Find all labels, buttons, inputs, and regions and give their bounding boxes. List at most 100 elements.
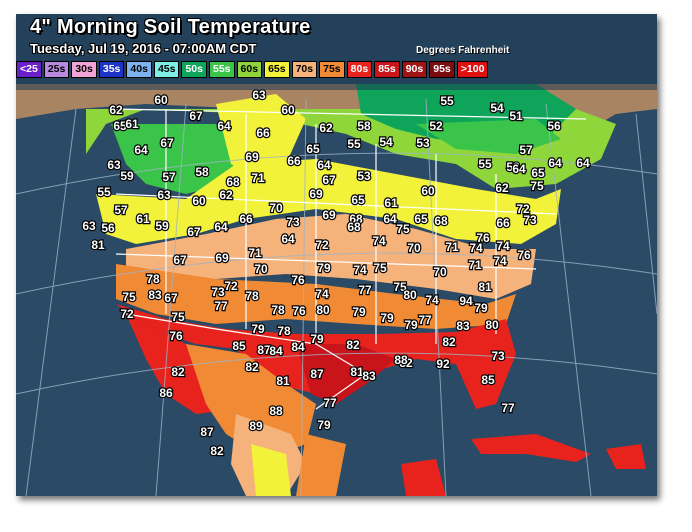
temperature-reading: 69: [245, 150, 259, 164]
temperature-reading: 74: [425, 293, 439, 307]
legend-item: 60s: [236, 61, 263, 78]
temperature-reading: 70: [433, 265, 447, 279]
temperature-reading: 88: [269, 404, 283, 418]
legend-item: 70s: [291, 61, 318, 78]
political-borders: [115, 108, 587, 410]
temperature-reading: 81: [478, 280, 492, 294]
temperature-reading: 58: [195, 165, 209, 179]
legend-item: 80s: [346, 61, 373, 78]
legend-item: 75s: [319, 61, 345, 78]
temperature-reading: 66: [239, 212, 253, 226]
temperature-reading: 64: [383, 212, 397, 226]
temperature-reading: 71: [445, 240, 459, 254]
temperature-reading: 54: [379, 135, 393, 149]
temperature-reading: 86: [159, 386, 173, 400]
color-legend: <25 25s 30s 35s 40s 45s 50s 55s 60s 65s 70s 75s 80s 8…: [16, 61, 490, 78]
temperature-reading: 80: [316, 303, 330, 317]
temperature-reading: 81: [276, 374, 290, 388]
legend-item: 95s: [429, 61, 455, 78]
legend-item: 85s: [374, 61, 400, 78]
temperature-reading: 62: [219, 188, 233, 202]
temperature-reading: 63: [107, 158, 121, 172]
legend-item: 55s: [209, 61, 235, 78]
yucatan: [401, 459, 446, 496]
temperature-reading: 67: [189, 109, 203, 123]
temperature-reading: 59: [155, 219, 169, 233]
temperature-reading: 63: [252, 88, 266, 102]
temperature-reading: 63: [157, 188, 171, 202]
temperature-reading: 72: [315, 238, 329, 252]
temperature-reading: 71: [251, 171, 265, 185]
temperature-reading: 65: [113, 119, 127, 133]
temperature-reading: 87: [200, 425, 214, 439]
temperature-reading: 65: [351, 193, 365, 207]
temperature-reading: 73: [523, 213, 537, 227]
temperature-reading: 74: [496, 239, 510, 253]
temperature-reading: 84: [269, 344, 283, 358]
temperature-reading: 70: [254, 262, 268, 276]
temperature-reading: 78: [271, 303, 285, 317]
region-55s-west: [111, 124, 246, 194]
legend-item: 65s: [264, 61, 290, 78]
temperature-reading: 68: [347, 220, 361, 234]
temperature-reading: 60: [192, 194, 206, 208]
temperature-reading: 67: [322, 173, 336, 187]
temperature-reading: 75: [393, 280, 407, 294]
temperature-reading: 77: [323, 396, 337, 410]
temperature-reading: 92: [436, 357, 450, 371]
temperature-reading: 67: [160, 136, 174, 150]
temperature-reading: 78: [245, 289, 259, 303]
temperature-reading: 64: [134, 143, 148, 157]
temperature-reading: 53: [357, 169, 371, 183]
map-subtitle: Tuesday, Jul 19, 2016 - 07:00AM CDT: [30, 41, 257, 56]
temperature-reading: 63: [82, 219, 96, 233]
temperature-reading: 66: [496, 216, 510, 230]
temperature-reading: 64: [548, 156, 562, 170]
temperature-reading: 59: [120, 169, 134, 183]
temperature-reading: 67: [187, 225, 201, 239]
temperature-reading: 57: [519, 143, 533, 157]
temperature-reading: 85: [232, 339, 246, 353]
temperature-reading: 76: [291, 273, 305, 287]
temperature-reading: 82: [210, 444, 224, 458]
temperature-reading: 74: [353, 263, 367, 277]
region-75s-mexico-east: [296, 434, 346, 496]
region-65s-rockies: [216, 94, 306, 179]
temperature-reading: 77: [214, 299, 228, 313]
header: 4" Morning Soil Temperature Tuesday, Jul…: [16, 14, 657, 90]
cuba: [471, 434, 591, 462]
temperature-reading: 87: [310, 367, 324, 381]
temperature-reading: 78: [277, 324, 291, 338]
temperature-reading: 76: [517, 248, 531, 262]
temperature-reading: 94: [459, 294, 473, 308]
temperature-reading: 75: [122, 290, 136, 304]
temperature-reading: 70: [269, 201, 283, 215]
temperature-reading: 70: [407, 241, 421, 255]
temperature-reading: 79: [317, 418, 331, 432]
temperature-reading: 62: [109, 103, 123, 117]
legend-item: >100: [456, 61, 489, 78]
temperature-reading: 84: [291, 340, 305, 354]
temperature-reading: 78: [146, 272, 160, 286]
temperature-reading: 82: [171, 365, 185, 379]
temperature-reading: 64: [214, 220, 228, 234]
temperature-reading: 71: [468, 258, 482, 272]
temperature-reading: 67: [173, 253, 187, 267]
temperature-reading: 77: [501, 401, 515, 415]
legend-item: 35s: [98, 61, 125, 78]
temperature-reading: 60: [154, 93, 168, 107]
temperature-reading: 61: [136, 212, 150, 226]
temperature-reading: 79: [404, 318, 418, 332]
temperature-reading: 74: [372, 234, 386, 248]
legend-item: <25: [16, 61, 42, 78]
temperature-reading: 56: [547, 119, 561, 133]
temperature-reading: 61: [125, 117, 139, 131]
temperature-reading: 76: [292, 304, 306, 318]
temperature-reading: 79: [251, 322, 265, 336]
legend-item: 45s: [153, 61, 180, 78]
temperature-reading: 69: [309, 187, 323, 201]
temperature-reading: 53: [416, 136, 430, 150]
temperature-reading: 69: [215, 251, 229, 265]
